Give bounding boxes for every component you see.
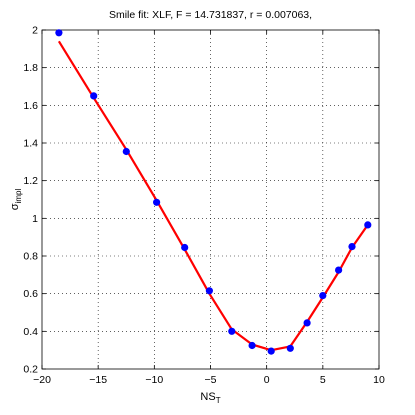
grid (42, 30, 379, 369)
x-tick-label: −20 (33, 374, 51, 386)
data-point (90, 92, 98, 100)
observed-points-series (55, 29, 372, 355)
x-tick-label: −5 (205, 374, 217, 386)
y-tick-label: 1.6 (23, 100, 38, 112)
data-point (364, 221, 372, 229)
data-point (228, 327, 236, 335)
x-tick-label: 10 (373, 374, 385, 386)
x-axis-label-main: NS (200, 391, 215, 403)
data-point (248, 341, 256, 350)
y-axis-label: σimpl (9, 189, 23, 211)
data-point (205, 287, 213, 295)
data-point (267, 347, 275, 355)
x-tick-label: −15 (89, 374, 107, 386)
x-tick-label: −10 (145, 374, 163, 386)
y-tick-label: 0.8 (23, 251, 38, 263)
data-point (55, 29, 63, 37)
x-tick-label: 5 (320, 374, 326, 386)
y-tick-label: 1.8 (23, 62, 38, 74)
data-point (303, 319, 311, 327)
data-point (335, 266, 343, 274)
data-point (319, 292, 327, 300)
x-axis-label: NST (200, 391, 220, 405)
y-tick-label: 1 (32, 213, 38, 225)
x-axis-label-subscript: T (216, 396, 221, 405)
data-point (122, 147, 130, 156)
chart-title: Smile fit: XLF, F = 14.731837, r = 0.007… (109, 9, 312, 21)
y-tick-label: 0.4 (23, 326, 38, 338)
y-axis-label-main: σ (9, 203, 21, 210)
y-axis-label-subscript: impl (14, 189, 23, 204)
data-point (348, 243, 356, 251)
y-tick-label: 1.2 (23, 175, 38, 187)
axis-ticks: −20 −15 −10 −5 0 5 10 0.2 0.4 0.6 0.8 1 1.2 1.4 1.6 1.8… (23, 25, 385, 387)
x-tick-label: 0 (264, 374, 270, 386)
data-point (181, 243, 189, 252)
data-point (286, 344, 294, 352)
y-tick-label: 0.2 (23, 364, 38, 376)
data-point (153, 198, 161, 206)
y-tick-label: 2 (32, 25, 38, 37)
y-tick-label: 1.4 (23, 138, 38, 150)
y-tick-label: 0.6 (23, 288, 38, 300)
